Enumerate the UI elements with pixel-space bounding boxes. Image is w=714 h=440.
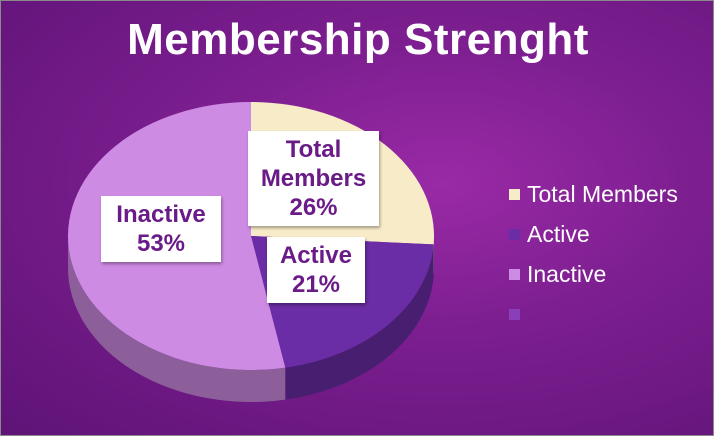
data-label-active: Active 21% (267, 237, 365, 303)
data-label-line: 26% (289, 194, 338, 221)
data-label-line: Active (279, 242, 353, 269)
data-label-line: 21% (291, 271, 341, 298)
pie-slice-side (285, 244, 434, 400)
chart-title: Membership Strenght (127, 15, 589, 64)
data-label-inactive: Inactive 53% (101, 196, 221, 262)
pie-slice-side (68, 236, 286, 402)
legend-swatch (509, 189, 520, 200)
legend-swatch (509, 309, 520, 320)
data-label-total-members: Total Members 26% (248, 131, 379, 226)
legend-label: Active (527, 221, 590, 247)
legend-label: Total Members (527, 181, 678, 207)
legend-swatch (509, 269, 520, 280)
legend-swatch (509, 229, 520, 240)
data-label-line: 53% (136, 230, 186, 257)
data-label-line: Total (285, 136, 342, 163)
legend-label: Inactive (527, 261, 607, 287)
data-label-line: Members (260, 165, 367, 192)
data-label-line: Inactive (116, 201, 206, 228)
